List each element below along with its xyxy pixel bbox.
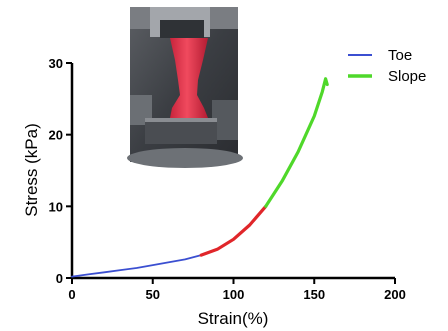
inset-photo [127, 7, 243, 168]
series-line-transition [199, 204, 268, 257]
data-series [71, 77, 329, 278]
x-tick-label: 50 [146, 287, 160, 302]
x-tick-label: 150 [303, 287, 325, 302]
y-tick-label: 30 [49, 56, 63, 71]
legend-slope-label: Slope [388, 68, 426, 85]
y-axis-ticks: 0 10 20 30 [49, 56, 72, 286]
x-tick-label: 100 [223, 287, 245, 302]
x-tick-label: 0 [68, 287, 75, 302]
legend: Toe Slope [348, 47, 426, 85]
y-tick-label: 0 [56, 271, 63, 286]
x-axis-ticks: 0 50 100 150 200 [68, 278, 406, 302]
y-tick-label: 10 [49, 199, 63, 214]
y-axis-title: Stress (kPa) [22, 123, 41, 217]
y-tick-label: 20 [49, 128, 63, 143]
series-line-slope [264, 77, 329, 208]
legend-toe-label: Toe [388, 47, 412, 64]
x-axis-title: Strain(%) [198, 309, 269, 328]
series-line-toe [71, 254, 203, 278]
x-tick-label: 200 [384, 287, 406, 302]
